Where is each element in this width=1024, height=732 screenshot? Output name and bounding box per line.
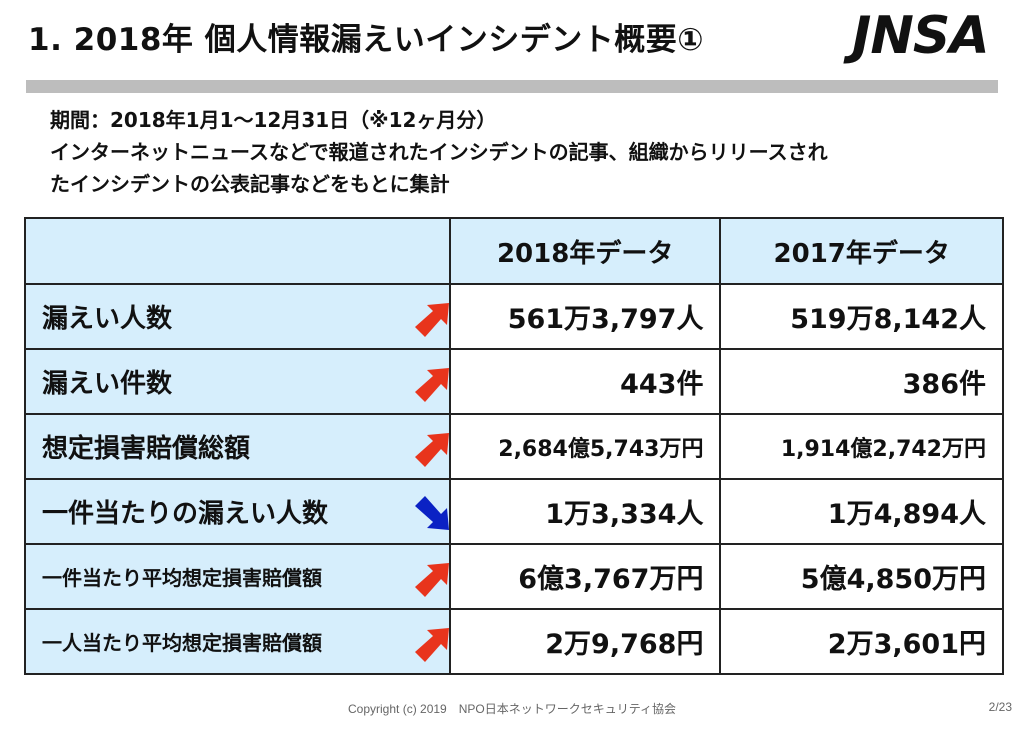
- value-2017: 2万3,601円: [719, 608, 1004, 675]
- row-label-cell: 一人当たり平均想定損害賠償額: [24, 608, 451, 675]
- header-label-cell: [24, 217, 451, 285]
- arrow-up-right-icon: [414, 303, 449, 337]
- description-line: たインシデントの公表記事などをもとに集計: [50, 172, 450, 196]
- arrow-up-right-icon: [414, 368, 449, 402]
- incident-summary-table: 2018年データ 2017年データ 漏えい人数 561万3,797人 519万8…: [24, 217, 1004, 675]
- value-2018: 2万9,768円: [448, 608, 722, 675]
- header-2017: 2017年データ: [719, 217, 1004, 285]
- arrow-down-right-icon: [414, 496, 449, 530]
- arrow-up-right-icon: [414, 433, 449, 467]
- value-2018: 6億3,767万円: [448, 543, 722, 610]
- description-period: 期間：2018年1月1～12月31日（※12ヶ月分）: [50, 108, 497, 132]
- arrow-up-right-icon: [414, 563, 449, 597]
- arrow-up-right-icon: [414, 628, 449, 662]
- value-2017: 1万4,894人: [719, 478, 1004, 545]
- table-row: 一人当たり平均想定損害賠償額 2万9,768円 2万3,601円: [24, 608, 1004, 675]
- table-row: 漏えい件数 443件 386件: [24, 348, 1004, 415]
- title-divider: [26, 80, 998, 93]
- value-2018: 1万3,334人: [448, 478, 722, 545]
- table-row: 一件当たり平均想定損害賠償額 6億3,767万円 5億4,850万円: [24, 543, 1004, 610]
- slide-title: 1. 2018年 個人情報漏えいインシデント概要①: [28, 22, 704, 58]
- description-line: インターネットニュースなどで報道されたインシデントの記事、組織からリリースされ: [50, 140, 828, 164]
- value-2017: 5億4,850万円: [719, 543, 1004, 610]
- row-label-cell: 想定損害賠償総額: [24, 413, 451, 480]
- table-row: 一件当たりの漏えい人数 1万3,334人 1万4,894人: [24, 478, 1004, 545]
- value-2017: 519万8,142人: [719, 283, 1004, 350]
- row-label-cell: 漏えい件数: [24, 348, 451, 415]
- row-label: 漏えい人数: [42, 304, 173, 334]
- jnsa-logo: JNSA: [852, 6, 990, 66]
- value-2018: 561万3,797人: [448, 283, 722, 350]
- row-label: 漏えい件数: [42, 369, 173, 399]
- table-row: 想定損害賠償総額 2,684億5,743万円 1,914億2,742万円: [24, 413, 1004, 480]
- copyright-footer: Copyright (c) 2019 NPO日本ネットワークセキュリティ協会: [348, 702, 676, 716]
- row-label-cell: 一件当たり平均想定損害賠償額: [24, 543, 451, 610]
- value-2018: 443件: [448, 348, 722, 415]
- table-header-row: 2018年データ 2017年データ: [24, 217, 1004, 285]
- value-2017: 386件: [719, 348, 1004, 415]
- row-label-cell: 漏えい人数: [24, 283, 451, 350]
- row-label: 一件当たりの漏えい人数: [42, 499, 329, 529]
- value-2018: 2,684億5,743万円: [448, 413, 722, 480]
- row-label: 想定損害賠償総額: [42, 434, 251, 464]
- table-row: 漏えい人数 561万3,797人 519万8,142人: [24, 283, 1004, 350]
- row-label: 一人当たり平均想定損害賠償額: [42, 631, 322, 655]
- row-label: 一件当たり平均想定損害賠償額: [42, 566, 322, 590]
- slide-description: 期間：2018年1月1～12月31日（※12ヶ月分） インターネットニュースなど…: [50, 104, 1000, 200]
- row-label-cell: 一件当たりの漏えい人数: [24, 478, 451, 545]
- page-number: 2/23: [988, 700, 1012, 714]
- header-2018: 2018年データ: [448, 217, 722, 285]
- value-2017: 1,914億2,742万円: [719, 413, 1004, 480]
